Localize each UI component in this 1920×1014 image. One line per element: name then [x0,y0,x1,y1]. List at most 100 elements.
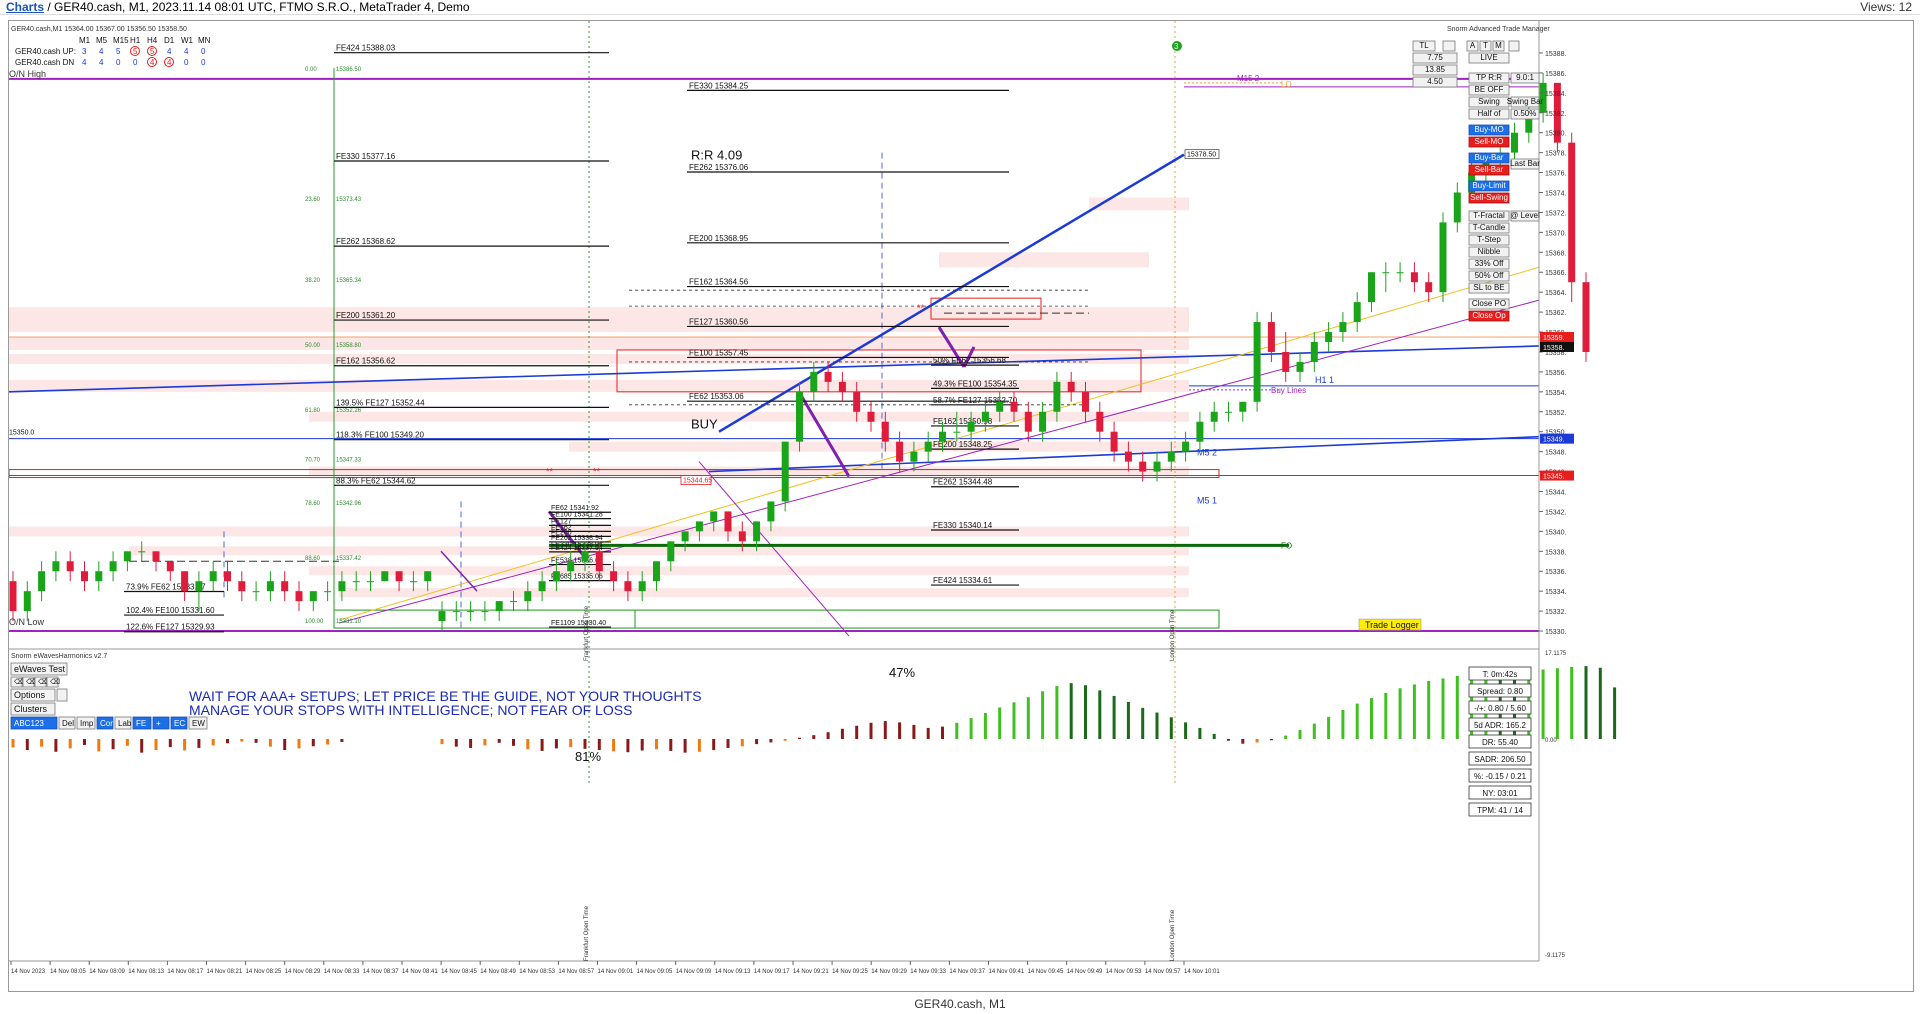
toolbar-cor[interactable]: Cor [100,719,113,728]
live-button[interactable]: LIVE [1480,53,1497,62]
ewaves-test-button[interactable]: eWaves Test [14,664,66,674]
half-of-button[interactable]: Half of [1477,109,1501,118]
mode-m-button-box[interactable] [1492,40,1505,52]
nav-icon-0[interactable]: ⌫ [14,678,24,686]
close-op-button-box[interactable] [1468,310,1510,322]
nav-icon-2-box[interactable] [34,676,47,688]
swing-button[interactable]: Swing [1478,97,1500,106]
off-33-button-box[interactable] [1468,258,1510,270]
swing-bar-button[interactable]: Swing Bar [1507,97,1544,106]
toolbar-lab[interactable]: Lab [118,719,132,728]
toolbar-ew-box[interactable] [188,716,208,730]
tl-button-box[interactable] [1412,40,1436,52]
live-button-box[interactable] [1468,52,1510,64]
t-step-button[interactable]: T-Step [1477,235,1501,244]
half-of-value-box[interactable] [1510,108,1540,120]
sell-mo-button-box[interactable] [1468,136,1510,148]
nav-icon-3-box[interactable] [46,676,59,688]
nav-icon-1[interactable]: ⌫ [26,678,36,686]
tp-rr-value[interactable]: 9.0:1 [1516,73,1534,82]
nav-icon-1-box[interactable] [22,676,35,688]
field-0[interactable]: 7.75 [1427,53,1443,62]
toolbar-fe[interactable]: FE [136,719,146,728]
nav-icon-0-box[interactable] [10,676,23,688]
t-step-button-box[interactable] [1468,234,1510,246]
at-level-button[interactable]: @ Level [1510,211,1540,220]
mode-t-button-box[interactable] [1479,40,1492,52]
tp-rr-button[interactable]: TP R:R [1476,73,1502,82]
nibble-button[interactable]: Nibble [1478,247,1501,256]
toolbar-lab-box[interactable] [114,716,132,730]
sl-to-be-button-box[interactable] [1468,282,1510,294]
sell-swing-button[interactable]: Sell-Swing [1470,193,1508,202]
toolbar-imp[interactable]: Imp [80,719,94,728]
swing-button-box[interactable] [1468,96,1510,108]
field-1[interactable]: 13.85 [1425,65,1446,74]
mode-a-button[interactable]: A [1470,41,1476,50]
sell-bar-button-box[interactable] [1468,164,1510,176]
toolbar-abc123-box[interactable] [10,716,58,730]
mode-a-button-box[interactable] [1466,40,1479,52]
field-1-box[interactable] [1412,64,1458,76]
clusters-button[interactable]: Clusters [14,704,48,714]
t-fractal-button[interactable]: T-Fractal [1473,211,1505,220]
field-2-box[interactable] [1412,76,1458,88]
half-of-button-box[interactable] [1468,108,1510,120]
toolbar-ec-box[interactable] [170,716,188,730]
toolbar-plus[interactable]: + [156,719,161,728]
off-50-button[interactable]: 50% Off [1475,271,1505,280]
last-bar-button-box[interactable] [1510,158,1540,170]
toolbar-del[interactable]: Del [62,719,74,728]
toolbar-plus-box[interactable] [152,716,170,730]
breadcrumb-charts-link[interactable]: Charts [6,0,45,14]
mode-m-button[interactable]: M [1495,41,1502,50]
field-0-box[interactable] [1412,52,1458,64]
buy-mo-button-box[interactable] [1468,124,1510,136]
ewaves-test-button-box[interactable] [10,662,68,676]
t-candle-button-box[interactable] [1468,222,1510,234]
buy-bar-button[interactable]: Buy-Bar [1475,153,1504,162]
half-of-value[interactable]: 0.50% [1514,109,1537,118]
options-button-box[interactable] [10,688,56,702]
toolbar-abc123[interactable]: ABC123 [14,719,44,728]
mode-t-button[interactable]: T [1483,41,1488,50]
be-off-button-box[interactable] [1468,84,1510,96]
options-button[interactable]: Options [14,690,46,700]
at-level-button-box[interactable] [1510,210,1540,222]
t-fractal-button-box[interactable] [1468,210,1510,222]
off-50-button-box[interactable] [1468,270,1510,282]
toolbar-ew[interactable]: EW [192,719,205,728]
off-33-button[interactable]: 33% Off [1475,259,1505,268]
toolbar-imp-box[interactable] [76,716,96,730]
close-op-button[interactable]: Close Op [1472,311,1506,320]
nibble-button-box[interactable] [1468,246,1510,258]
toolbar-cor-box[interactable] [96,716,114,730]
buy-limit-button-box[interactable] [1468,180,1510,192]
sell-swing-button-box[interactable] [1468,192,1510,204]
buy-mo-button[interactable]: Buy-MO [1474,125,1503,134]
options-extra-button-box[interactable] [56,688,68,702]
nav-icon-3[interactable]: ⌫ [50,678,60,686]
sell-mo-button[interactable]: Sell-MO [1475,137,1504,146]
close-po-button-box[interactable] [1468,298,1510,310]
clusters-button-box[interactable] [10,702,56,716]
buy-limit-button[interactable]: Buy-Limit [1472,181,1506,190]
tp-rr-button-box[interactable] [1468,72,1510,84]
close-po-button[interactable]: Close PO [1472,299,1506,308]
sl-to-be-button[interactable]: SL to BE [1473,283,1504,292]
toolbar-ec[interactable]: EC [174,719,185,728]
swing-bar-button-box[interactable] [1510,96,1540,108]
tl-extra-button-box[interactable] [1442,40,1456,52]
be-off-button[interactable]: BE OFF [1475,85,1504,94]
tp-rr-value-box[interactable] [1510,72,1540,84]
tl-button[interactable]: TL [1419,41,1429,50]
close-x-button-box[interactable] [1508,40,1520,52]
sell-bar-button[interactable]: Sell-Bar [1475,165,1504,174]
field-2[interactable]: 4.50 [1427,77,1443,86]
nav-icon-2[interactable]: ⌫ [38,678,48,686]
buy-bar-button-box[interactable] [1468,152,1510,164]
t-candle-button[interactable]: T-Candle [1473,223,1506,232]
last-bar-button[interactable]: Last Bar [1510,159,1540,168]
toolbar-fe-box[interactable] [132,716,152,730]
